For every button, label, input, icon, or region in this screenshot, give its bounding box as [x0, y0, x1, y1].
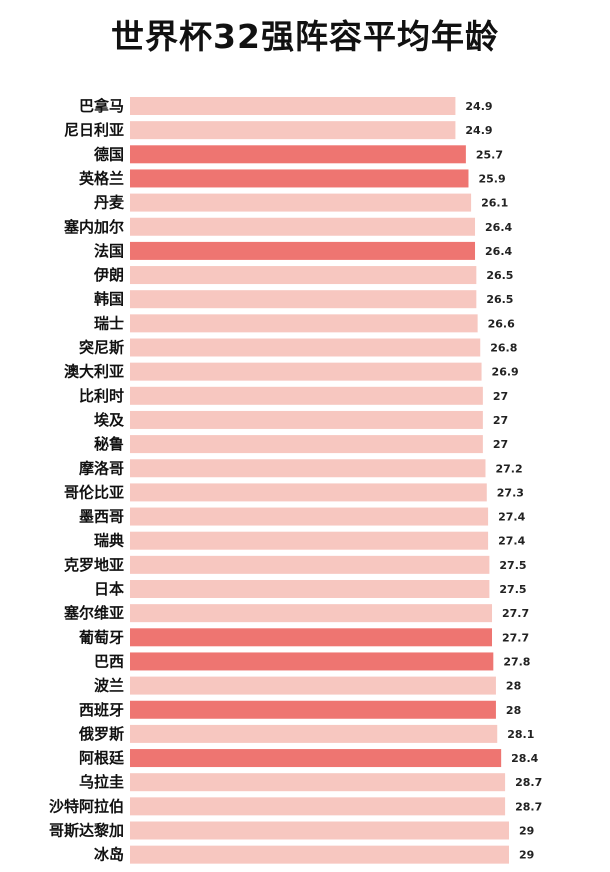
- value-label: 27: [493, 414, 508, 427]
- bar-14: [130, 435, 483, 454]
- category-label: 尼日利亚: [64, 121, 124, 139]
- chart-title: 世界杯32强阵容平均年龄: [111, 17, 499, 56]
- category-label: 冰岛: [94, 846, 124, 864]
- category-label: 秘鲁: [94, 435, 124, 453]
- category-label: 俄罗斯: [78, 725, 124, 743]
- category-label: 瑞士: [94, 314, 124, 332]
- value-label: 27.3: [497, 486, 524, 499]
- value-label: 26.1: [481, 197, 508, 210]
- value-label: 27: [493, 390, 508, 403]
- value-label: 27.7: [502, 631, 529, 644]
- bar-28: [130, 773, 506, 792]
- category-label: 墨西哥: [79, 508, 124, 526]
- value-label: 26.8: [490, 342, 517, 355]
- bar-6: [130, 241, 476, 260]
- category-label: 哥斯达黎加: [49, 822, 124, 840]
- value-label: 28.7: [515, 776, 542, 789]
- category-label: 丹麦: [94, 194, 125, 212]
- value-label: 27.5: [499, 583, 526, 596]
- value-label: 25.9: [478, 172, 505, 185]
- bar-4: [130, 193, 472, 212]
- bar-18: [130, 531, 489, 550]
- category-label: 埃及: [94, 411, 125, 429]
- bar-30: [130, 821, 509, 840]
- value-label: 25.7: [476, 148, 503, 161]
- bar-12: [130, 386, 483, 405]
- category-label: 塞尔维亚: [64, 604, 124, 622]
- value-label: 27.8: [503, 655, 530, 668]
- value-label: 26.5: [486, 293, 513, 306]
- category-label: 沙特阿拉伯: [49, 797, 124, 815]
- value-label: 26.9: [492, 366, 519, 379]
- bar-16: [130, 483, 487, 502]
- value-label: 24.9: [465, 100, 492, 113]
- category-label: 法国: [94, 242, 124, 260]
- bar-7: [130, 266, 477, 285]
- value-label: 28.1: [507, 728, 534, 741]
- bar-23: [130, 652, 494, 671]
- category-label: 澳大利亚: [64, 363, 124, 381]
- bar-0: [130, 97, 456, 115]
- bar-13: [130, 410, 483, 429]
- bar-29: [130, 797, 506, 816]
- category-label: 比利时: [79, 387, 124, 405]
- category-label: 乌拉圭: [79, 773, 124, 791]
- bar-5: [130, 217, 476, 236]
- value-label: 29: [519, 825, 534, 838]
- category-label: 西班牙: [79, 701, 124, 719]
- value-label: 28.7: [515, 800, 542, 813]
- category-label: 波兰: [94, 677, 124, 695]
- category-label: 瑞典: [94, 532, 124, 550]
- value-label: 27.4: [498, 511, 525, 524]
- bar-25: [130, 700, 496, 719]
- bar-11: [130, 362, 482, 381]
- category-label: 德国: [94, 145, 124, 163]
- bar-31: [130, 845, 509, 864]
- bar-9: [130, 314, 478, 333]
- bar-1: [130, 121, 456, 140]
- bar-20: [130, 580, 490, 598]
- value-label: 27.7: [502, 607, 529, 620]
- category-label: 摩洛哥: [79, 459, 124, 477]
- bar-8: [130, 290, 477, 309]
- bar-17: [130, 507, 489, 526]
- value-label: 26.4: [485, 245, 512, 258]
- value-label: 26.5: [486, 269, 513, 282]
- bar-3: [130, 169, 469, 188]
- bar-15: [130, 459, 486, 478]
- value-label: 27.5: [499, 559, 526, 572]
- value-label: 27: [493, 438, 508, 451]
- value-label: 28.4: [511, 752, 538, 765]
- category-label: 突尼斯: [79, 339, 124, 357]
- value-label: 27.4: [498, 535, 525, 548]
- bar-19: [130, 555, 490, 574]
- bar-27: [130, 749, 502, 768]
- bar-21: [130, 604, 493, 623]
- bar-2: [130, 145, 466, 164]
- category-label: 塞内加尔: [64, 218, 124, 236]
- value-label: 28: [506, 704, 521, 717]
- value-label: 28: [506, 680, 521, 693]
- bar-24: [130, 676, 496, 695]
- value-label: 26.6: [488, 317, 515, 330]
- value-label: 29: [519, 849, 534, 862]
- value-label: 26.4: [485, 221, 512, 234]
- category-label: 英格兰: [79, 169, 124, 187]
- category-label: 葡萄牙: [78, 628, 124, 646]
- category-label: 巴西: [94, 652, 124, 670]
- value-label: 27.2: [495, 462, 522, 475]
- category-label: 巴拿马: [79, 97, 124, 115]
- bar-26: [130, 724, 498, 743]
- category-label: 日本: [94, 580, 124, 598]
- category-label: 哥伦比亚: [64, 483, 124, 501]
- bar-22: [130, 628, 493, 647]
- value-label: 24.9: [465, 124, 492, 137]
- category-label: 伊朗: [93, 266, 124, 284]
- bar-10: [130, 338, 481, 357]
- category-label: 阿根廷: [79, 749, 125, 767]
- category-label: 克罗地亚: [64, 556, 124, 574]
- category-label: 韩国: [94, 290, 124, 308]
